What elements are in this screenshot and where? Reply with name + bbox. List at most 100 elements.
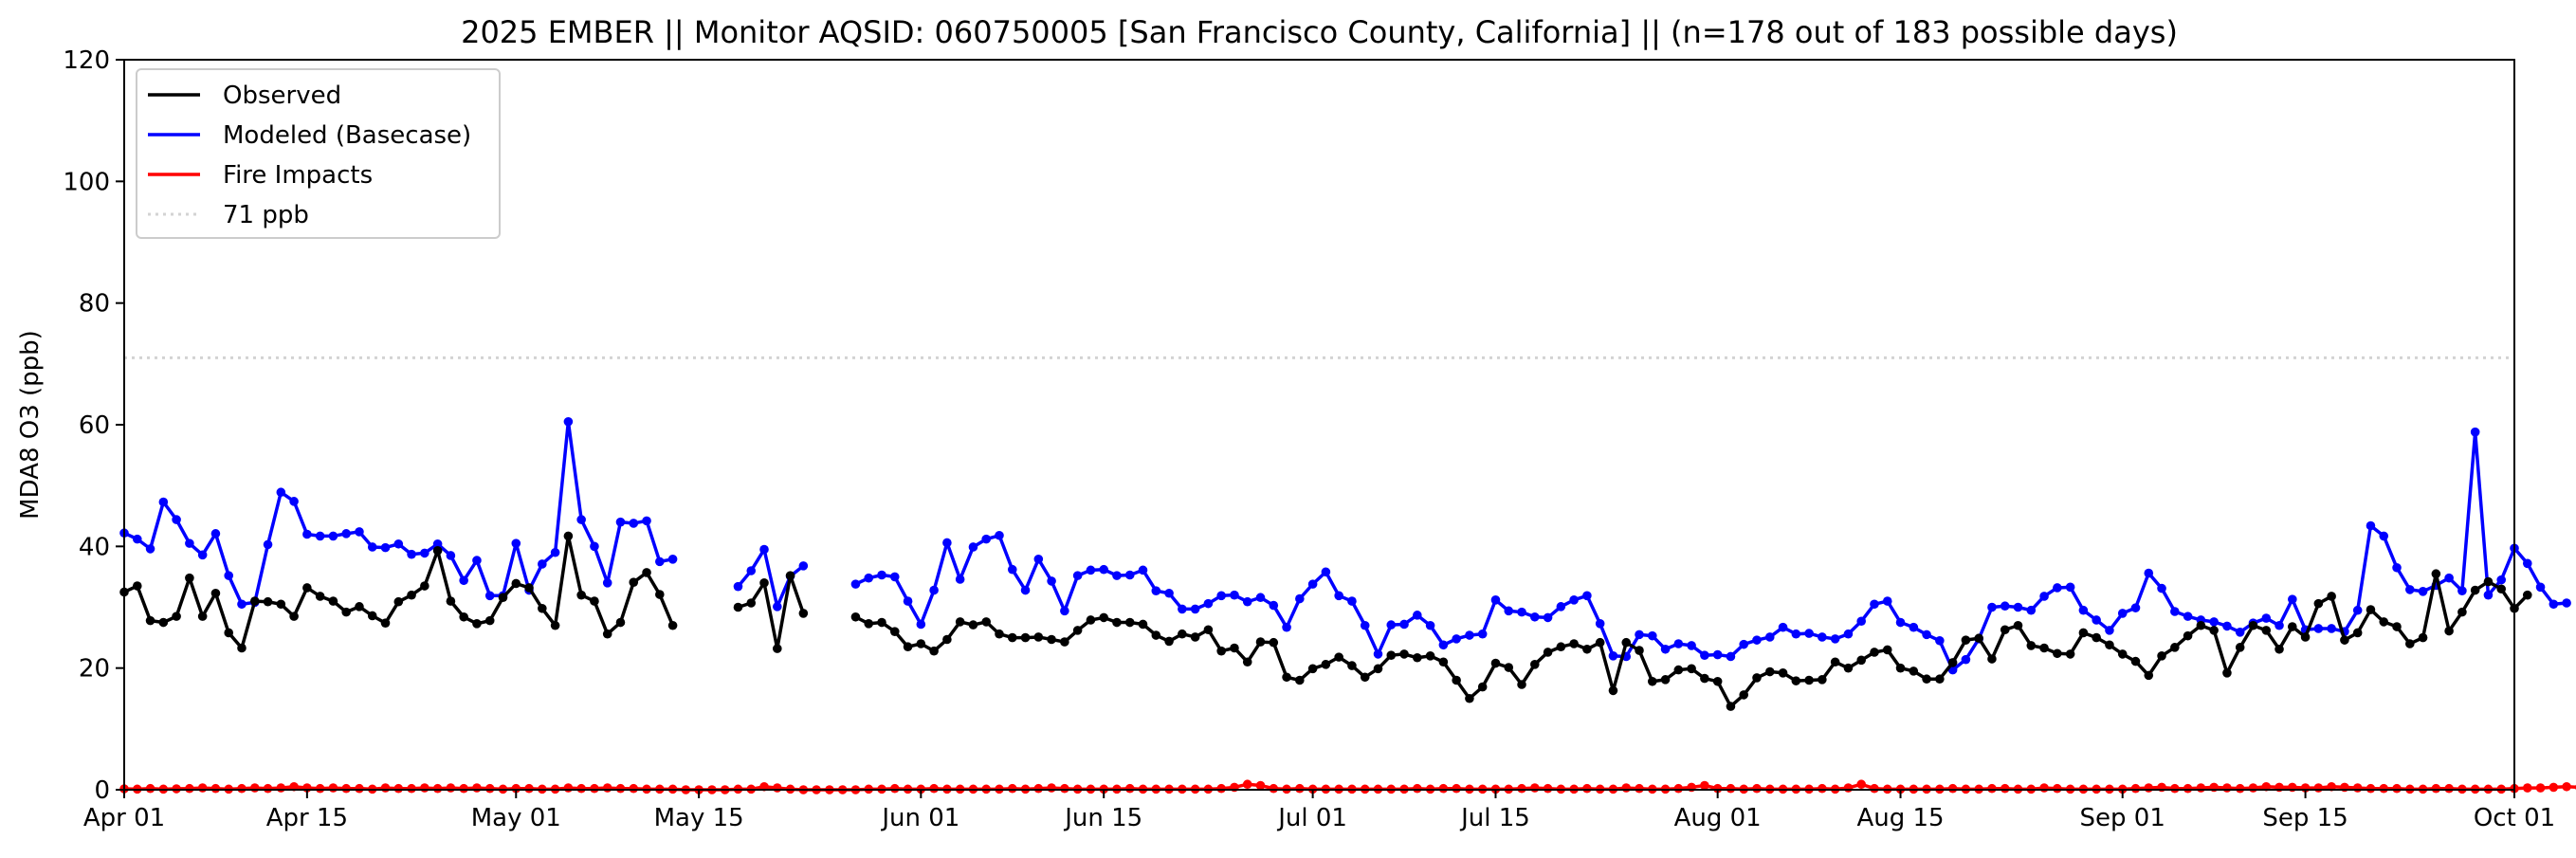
data-point-modeled-basecase bbox=[158, 497, 169, 507]
data-point-modeled-basecase bbox=[2157, 583, 2166, 593]
data-point-fire-impacts bbox=[2039, 783, 2049, 793]
data-point-fire-impacts bbox=[615, 783, 626, 794]
data-point-observed bbox=[380, 618, 391, 628]
x-tick-label: Jun 15 bbox=[1063, 804, 1142, 832]
data-point-observed bbox=[1818, 675, 1827, 685]
data-point-observed bbox=[315, 592, 325, 601]
data-point-fire-impacts bbox=[1673, 783, 1684, 794]
data-point-fire-impacts bbox=[590, 783, 599, 794]
data-point-fire-impacts bbox=[563, 783, 574, 793]
data-point-observed bbox=[1190, 632, 1200, 642]
x-tick-label: Aug 01 bbox=[1674, 804, 1762, 832]
data-point-fire-impacts bbox=[2562, 781, 2571, 792]
data-point-observed bbox=[629, 577, 639, 587]
data-point-observed bbox=[1255, 637, 1266, 647]
data-point-fire-impacts bbox=[1856, 779, 1866, 790]
data-point-modeled-basecase bbox=[995, 530, 1004, 540]
data-point-fire-impacts bbox=[2144, 783, 2154, 793]
data-point-modeled-basecase bbox=[1033, 555, 1044, 564]
data-point-fire-impacts bbox=[2444, 783, 2454, 794]
data-point-observed bbox=[2053, 648, 2062, 659]
data-point-fire-impacts bbox=[1752, 783, 1762, 794]
data-point-observed bbox=[1112, 617, 1122, 628]
data-point-observed bbox=[864, 619, 874, 629]
data-point-observed bbox=[1321, 660, 1331, 669]
data-point-observed bbox=[2026, 641, 2037, 650]
data-point-modeled-basecase bbox=[1151, 586, 1161, 595]
data-point-observed bbox=[1843, 663, 1854, 673]
data-point-observed bbox=[1242, 657, 1252, 667]
legend-label-observed: Observed bbox=[223, 82, 341, 110]
data-point-observed bbox=[590, 596, 599, 606]
data-point-modeled-basecase bbox=[1438, 640, 1449, 650]
data-point-observed bbox=[132, 581, 142, 591]
data-point-modeled-basecase bbox=[1961, 654, 1971, 665]
data-point-observed bbox=[2496, 584, 2507, 594]
data-point-modeled-basecase bbox=[955, 575, 965, 584]
data-point-modeled-basecase bbox=[1282, 622, 1291, 632]
data-point-modeled-basecase bbox=[2065, 582, 2075, 593]
data-point-modeled-basecase bbox=[2470, 427, 2480, 437]
data-point-modeled-basecase bbox=[2522, 558, 2532, 569]
data-point-modeled-basecase bbox=[1360, 620, 1370, 630]
data-point-modeled-basecase bbox=[1295, 593, 1305, 604]
data-point-modeled-basecase bbox=[590, 541, 599, 552]
data-point-observed bbox=[197, 612, 208, 621]
data-point-fire-impacts bbox=[2053, 783, 2062, 794]
data-point-observed bbox=[237, 643, 247, 653]
data-point-observed bbox=[916, 639, 926, 648]
data-point-fire-impacts bbox=[459, 783, 468, 794]
data-point-observed bbox=[2340, 635, 2349, 645]
data-point-modeled-basecase bbox=[2039, 592, 2049, 601]
data-point-modeled-basecase bbox=[538, 559, 547, 569]
data-point-observed bbox=[667, 620, 678, 630]
data-point-modeled-basecase bbox=[798, 561, 809, 571]
data-point-modeled-basecase bbox=[1178, 604, 1187, 614]
data-point-observed bbox=[2483, 576, 2494, 587]
data-point-fire-impacts bbox=[420, 783, 429, 793]
data-point-fire-impacts bbox=[355, 783, 364, 794]
data-point-observed bbox=[420, 581, 429, 591]
data-point-fire-impacts bbox=[380, 783, 391, 793]
data-point-observed bbox=[2078, 628, 2089, 638]
data-point-modeled-basecase bbox=[1569, 595, 1579, 605]
x-tick-label: Jul 01 bbox=[1276, 804, 1347, 832]
data-point-observed bbox=[1739, 690, 1749, 700]
data-point-modeled-basecase bbox=[315, 531, 325, 541]
data-point-observed bbox=[1151, 630, 1161, 640]
data-point-modeled-basecase bbox=[2444, 573, 2454, 583]
x-tick-label: Apr 01 bbox=[83, 804, 165, 832]
data-point-modeled-basecase bbox=[642, 516, 651, 526]
data-point-observed bbox=[1072, 626, 1083, 635]
data-point-modeled-basecase bbox=[1307, 579, 1318, 589]
data-point-modeled-basecase bbox=[1347, 596, 1357, 606]
data-point-modeled-basecase bbox=[2392, 562, 2402, 573]
data-point-observed bbox=[2444, 626, 2454, 636]
data-point-modeled-basecase bbox=[341, 529, 351, 539]
data-point-fire-impacts bbox=[276, 783, 286, 793]
data-point-modeled-basecase bbox=[197, 550, 208, 560]
data-point-observed bbox=[249, 596, 260, 606]
data-point-modeled-basecase bbox=[1843, 629, 1854, 639]
data-point-observed bbox=[2183, 630, 2193, 641]
data-point-modeled-basecase bbox=[484, 591, 495, 601]
data-point-modeled-basecase bbox=[576, 515, 586, 524]
data-point-observed bbox=[1870, 648, 1879, 657]
data-point-modeled-basecase bbox=[276, 487, 286, 498]
data-point-fire-impacts bbox=[1947, 783, 1958, 794]
data-point-observed bbox=[2418, 632, 2428, 643]
data-point-modeled-basecase bbox=[1987, 602, 1997, 612]
data-point-observed bbox=[1778, 668, 1788, 678]
data-point-fire-impacts bbox=[1438, 783, 1449, 794]
data-point-modeled-basecase bbox=[2053, 583, 2062, 593]
data-point-observed bbox=[1608, 685, 1618, 696]
data-point-fire-impacts bbox=[1530, 783, 1540, 793]
data-point-fire-impacts bbox=[773, 783, 782, 793]
data-point-fire-impacts bbox=[145, 783, 155, 794]
data-point-observed bbox=[511, 578, 521, 589]
data-point-modeled-basecase bbox=[1216, 591, 1226, 601]
data-point-modeled-basecase bbox=[1373, 649, 1383, 659]
data-point-observed bbox=[1804, 675, 1814, 685]
data-point-fire-impacts bbox=[1635, 783, 1644, 794]
data-point-modeled-basecase bbox=[446, 551, 456, 560]
